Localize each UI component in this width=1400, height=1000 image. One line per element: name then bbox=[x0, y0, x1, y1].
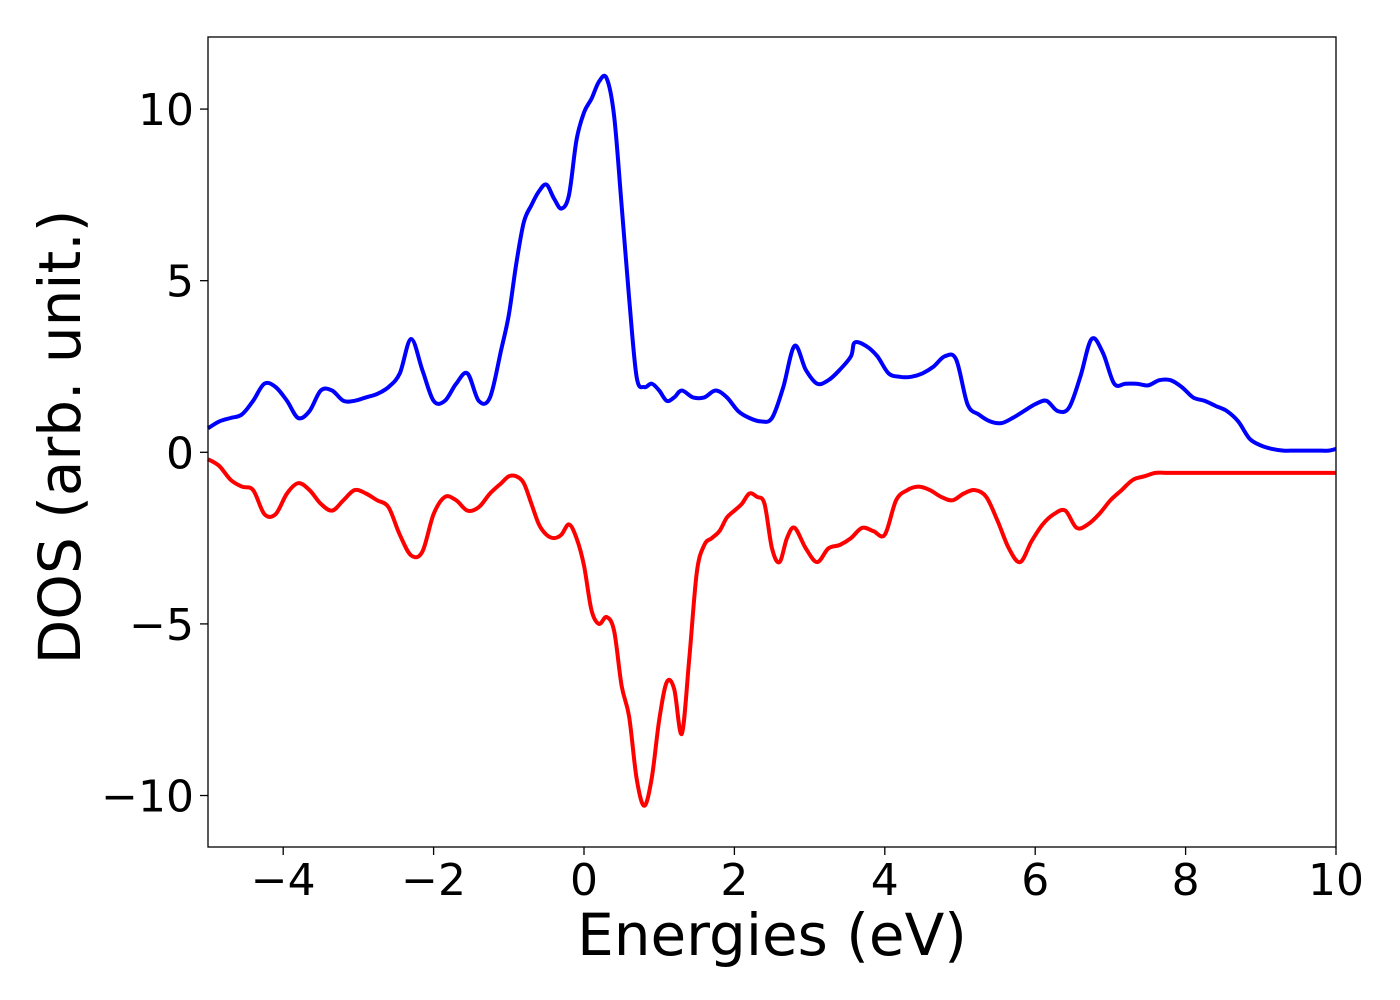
dos-spin-down-line bbox=[206, 457, 1336, 808]
y-tick-label: −10 bbox=[101, 772, 194, 823]
series-layer bbox=[206, 73, 1337, 808]
x-axis-label: Energies (eV) bbox=[577, 901, 967, 969]
x-tick-label: 10 bbox=[1308, 855, 1364, 906]
x-tick-label: 6 bbox=[1021, 855, 1049, 906]
dos-spin-up-line bbox=[206, 73, 1337, 453]
y-axis-label: DOS (arb. unit.) bbox=[26, 210, 94, 665]
x-tick-label: 0 bbox=[570, 855, 598, 906]
y-axis: −10 −5 0 5 10 bbox=[101, 85, 208, 823]
plot-frame bbox=[207, 36, 1337, 848]
y-tick-label: 10 bbox=[138, 85, 194, 136]
x-tick-label: 8 bbox=[1172, 855, 1200, 906]
y-tick-label: 5 bbox=[166, 257, 194, 308]
x-tick-label: 4 bbox=[871, 855, 899, 906]
x-tick-label: 2 bbox=[720, 855, 748, 906]
x-axis: −4 −2 0 2 4 6 8 10 bbox=[251, 847, 1364, 906]
y-tick-label: −5 bbox=[129, 600, 194, 651]
x-tick-label: −2 bbox=[401, 855, 466, 906]
y-tick-label: 0 bbox=[166, 428, 194, 479]
x-tick-label: −4 bbox=[251, 855, 316, 906]
